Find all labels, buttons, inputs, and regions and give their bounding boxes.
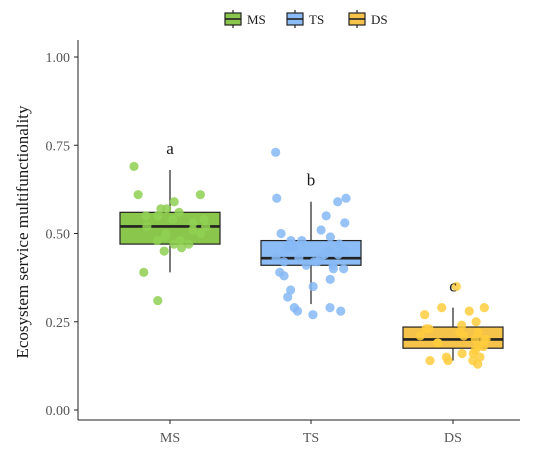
data-point bbox=[153, 211, 163, 221]
box-group-ms: a bbox=[119, 139, 221, 306]
data-point bbox=[479, 303, 489, 313]
data-point bbox=[341, 193, 351, 203]
data-point bbox=[279, 271, 289, 281]
x-tick-label: TS bbox=[303, 431, 319, 446]
significance-letter: c bbox=[449, 277, 457, 296]
data-point bbox=[475, 352, 485, 362]
data-point bbox=[420, 310, 430, 320]
data-point bbox=[294, 253, 304, 263]
data-point bbox=[272, 193, 282, 203]
data-point bbox=[421, 324, 431, 334]
data-point bbox=[195, 190, 205, 200]
data-point bbox=[199, 214, 209, 224]
data-point bbox=[325, 303, 335, 313]
data-point bbox=[325, 274, 335, 284]
plot-area: a b c bbox=[119, 139, 504, 369]
y-tick-label: 0.25 bbox=[46, 316, 71, 331]
data-point bbox=[433, 338, 443, 348]
data-point bbox=[464, 306, 474, 316]
y-tick-label: 0.75 bbox=[46, 139, 71, 154]
data-point bbox=[425, 355, 435, 366]
y-tick-label: 1.00 bbox=[46, 51, 71, 66]
data-point bbox=[176, 243, 187, 253]
data-point bbox=[188, 225, 198, 235]
data-point bbox=[288, 243, 298, 253]
legend-label: MS bbox=[247, 12, 266, 27]
box-group-ds: c bbox=[402, 277, 504, 369]
data-point bbox=[152, 235, 162, 246]
legend-item-ms: MS bbox=[224, 10, 266, 28]
data-point bbox=[470, 334, 480, 344]
significance-letter: b bbox=[307, 171, 316, 190]
data-point bbox=[141, 211, 151, 221]
data-point bbox=[340, 218, 350, 228]
data-point bbox=[443, 355, 453, 366]
data-point bbox=[286, 285, 296, 295]
data-point bbox=[309, 257, 319, 267]
data-point bbox=[333, 197, 343, 207]
x-tick-label: DS bbox=[444, 431, 462, 446]
legend-item-ts: TS bbox=[286, 10, 324, 28]
data-point bbox=[129, 161, 139, 172]
data-point bbox=[276, 228, 286, 239]
data-point bbox=[334, 239, 345, 249]
data-point bbox=[451, 281, 461, 292]
y-axis-title: Ecosystem service multifunctionality bbox=[13, 105, 32, 359]
data-point bbox=[279, 257, 289, 267]
data-point bbox=[133, 190, 143, 200]
data-point bbox=[328, 264, 338, 274]
data-point bbox=[308, 281, 318, 292]
data-point bbox=[184, 239, 194, 249]
data-point bbox=[139, 267, 149, 277]
data-point bbox=[473, 327, 483, 337]
data-point bbox=[473, 359, 483, 369]
legend: MS TS DS bbox=[224, 10, 388, 28]
data-point bbox=[316, 225, 326, 235]
data-point bbox=[437, 303, 447, 313]
legend-label: TS bbox=[309, 12, 324, 27]
data-point bbox=[457, 348, 467, 359]
x-tick-label: MS bbox=[160, 431, 180, 446]
data-point bbox=[308, 310, 318, 320]
y-tick-label: 0.50 bbox=[46, 228, 71, 243]
data-point bbox=[301, 260, 311, 270]
data-point bbox=[415, 331, 425, 341]
data-point bbox=[340, 246, 351, 256]
data-point bbox=[481, 334, 491, 344]
data-point bbox=[169, 197, 179, 207]
axes: 0.00 0.25 0.50 0.75 1.00 MS TS DS bbox=[46, 40, 520, 446]
legend-item-ds: DS bbox=[348, 10, 388, 28]
data-point bbox=[321, 211, 331, 221]
data-point bbox=[336, 306, 346, 316]
data-point bbox=[159, 246, 169, 256]
data-point bbox=[283, 292, 293, 302]
data-point bbox=[196, 228, 206, 239]
data-point bbox=[271, 253, 281, 263]
data-point bbox=[471, 317, 481, 327]
data-point bbox=[188, 218, 198, 228]
data-point bbox=[459, 331, 469, 341]
data-point bbox=[174, 207, 184, 217]
data-point bbox=[297, 235, 307, 246]
data-point bbox=[162, 204, 172, 214]
data-point bbox=[325, 232, 335, 242]
data-point bbox=[478, 341, 489, 352]
data-point bbox=[169, 239, 179, 249]
data-point bbox=[271, 147, 281, 157]
legend-label: DS bbox=[371, 12, 388, 27]
box-group-ts: b bbox=[260, 147, 362, 320]
significance-letter: a bbox=[166, 139, 174, 158]
data-point bbox=[168, 214, 178, 224]
y-tick-label: 0.00 bbox=[46, 404, 71, 419]
data-point bbox=[333, 250, 343, 260]
data-point bbox=[201, 221, 211, 232]
data-point bbox=[457, 320, 467, 330]
data-point bbox=[292, 306, 303, 316]
data-point bbox=[153, 295, 163, 306]
data-point bbox=[160, 232, 170, 242]
data-point bbox=[142, 221, 152, 232]
data-point bbox=[339, 264, 349, 274]
